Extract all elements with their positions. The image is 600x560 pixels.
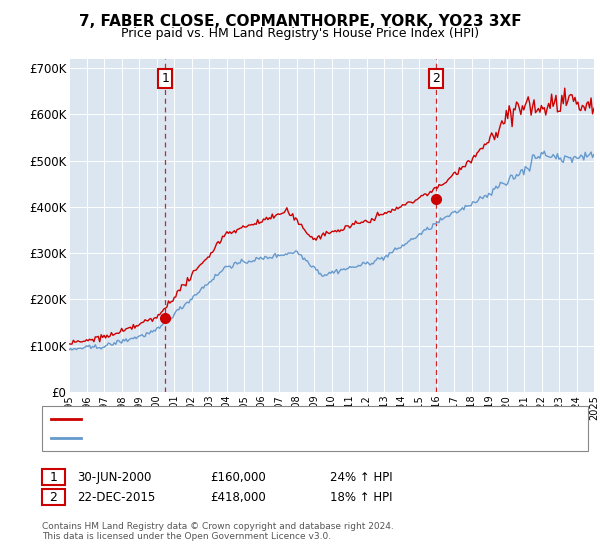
Text: 1: 1 xyxy=(161,72,169,85)
Text: £160,000: £160,000 xyxy=(210,470,266,484)
Text: 22-DEC-2015: 22-DEC-2015 xyxy=(77,491,155,504)
Text: 24% ↑ HPI: 24% ↑ HPI xyxy=(330,470,392,484)
Text: 7, FABER CLOSE, COPMANTHORPE, YORK, YO23 3XF (detached house): 7, FABER CLOSE, COPMANTHORPE, YORK, YO23… xyxy=(87,414,451,424)
Text: Contains HM Land Registry data © Crown copyright and database right 2024.
This d: Contains HM Land Registry data © Crown c… xyxy=(42,522,394,542)
Text: Price paid vs. HM Land Registry's House Price Index (HPI): Price paid vs. HM Land Registry's House … xyxy=(121,27,479,40)
Text: 30-JUN-2000: 30-JUN-2000 xyxy=(77,470,151,484)
Text: £418,000: £418,000 xyxy=(210,491,266,504)
Text: 2: 2 xyxy=(432,72,440,85)
Text: 1: 1 xyxy=(49,470,58,484)
Text: HPI: Average price, detached house, York: HPI: Average price, detached house, York xyxy=(87,433,302,444)
Text: 18% ↑ HPI: 18% ↑ HPI xyxy=(330,491,392,504)
Text: 7, FABER CLOSE, COPMANTHORPE, YORK, YO23 3XF: 7, FABER CLOSE, COPMANTHORPE, YORK, YO23… xyxy=(79,14,521,29)
Text: 2: 2 xyxy=(49,491,58,504)
